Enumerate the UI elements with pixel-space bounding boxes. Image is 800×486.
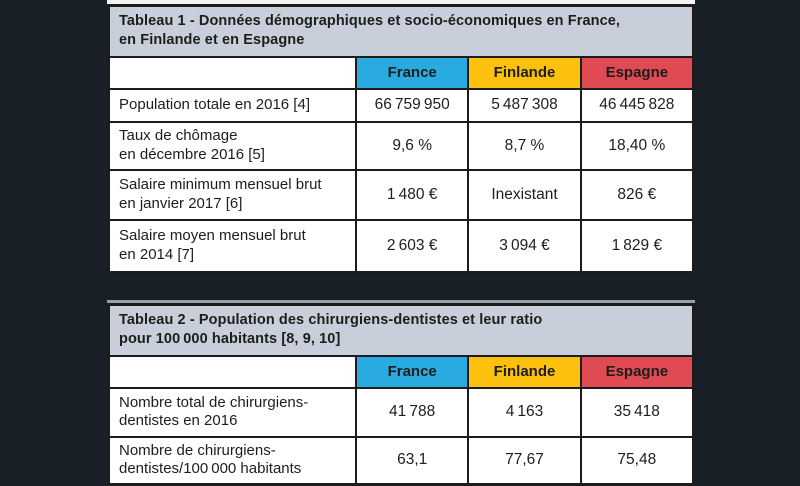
value-salaire-moyen-espagne: 1 829 € xyxy=(579,220,692,271)
table-1-header-empty-cell xyxy=(110,58,355,88)
table-row-salaire-minimum: Salaire minimum mensuel brut en janvier … xyxy=(110,168,692,219)
row-label-ratio-dentistes: Nombre de chirurgiens- dentistes/100 000… xyxy=(119,441,302,478)
table-2-header-espagne: Espagne xyxy=(579,356,692,387)
row-label-chomage: Taux de chômage en décembre 2016 [5] xyxy=(119,127,265,163)
value-nombre-dentistes-finlande: 4 163 xyxy=(467,388,579,436)
table-row-chomage: Taux de chômage en décembre 2016 [5] 9,6… xyxy=(110,120,692,169)
table-row-population: Population totale en 2016 [4] 66 759 950… xyxy=(110,87,692,121)
value-ratio-dentistes-espagne: 75,48 xyxy=(579,437,692,483)
row-label-population: Population totale en 2016 [4] xyxy=(119,96,310,114)
value-population-france: 66 759 950 xyxy=(355,89,467,121)
table-1-title-line2: en Finlande et en Espagne xyxy=(119,31,305,48)
table-2-header-finlande: Finlande xyxy=(467,356,580,387)
value-salaire-minimum-france: 1 480 € xyxy=(355,170,467,219)
row-label-nombre-dentistes: Nombre total de chirurgiens- dentistes e… xyxy=(119,393,309,430)
table-1-header-espagne: Espagne xyxy=(579,57,692,88)
value-chomage-espagne: 18,40 % xyxy=(579,122,692,169)
table-2-header-row: France Finlande Espagne xyxy=(110,356,692,387)
value-ratio-dentistes-finlande: 77,67 xyxy=(467,437,579,483)
row-label-salaire-minimum: Salaire minimum mensuel brut en janvier … xyxy=(119,176,322,212)
value-chomage-france: 9,6 % xyxy=(355,122,467,169)
page-edge-strip-middle xyxy=(107,300,695,303)
table-1-title: Tableau 1 - Données démographiques et so… xyxy=(110,7,692,58)
value-chomage-finlande: 8,7 % xyxy=(467,122,579,169)
value-population-espagne: 46 445 828 xyxy=(579,89,692,121)
table-1-header-france: France xyxy=(355,57,468,88)
value-salaire-minimum-finlande: Inexistant xyxy=(467,170,579,219)
table-2-header-france: France xyxy=(355,356,468,387)
table-2-title-line1: Tableau 2 - Population des chirurgiens-d… xyxy=(119,312,543,328)
table-row-salaire-moyen: Salaire moyen mensuel brut en 2014 [7] 2… xyxy=(110,218,692,271)
table-row-ratio-dentistes: Nombre de chirurgiens- dentistes/100 000… xyxy=(110,435,692,483)
table-2-header-empty-cell xyxy=(110,357,355,387)
page-edge-strip-top xyxy=(107,0,695,4)
table-1-header-row: France Finlande Espagne xyxy=(110,57,692,88)
value-nombre-dentistes-espagne: 35 418 xyxy=(579,388,692,436)
value-ratio-dentistes-france: 63,1 xyxy=(355,437,467,483)
table-1-title-line1: Tableau 1 - Données démographiques et so… xyxy=(119,13,621,29)
value-population-finlande: 5 487 308 xyxy=(467,89,579,121)
value-salaire-moyen-france: 2 603 € xyxy=(355,220,467,271)
row-label-salaire-moyen: Salaire moyen mensuel brut en 2014 [7] xyxy=(119,227,306,263)
table-1-header-finlande: Finlande xyxy=(467,57,580,88)
table-2-title-line2: pour 100 000 habitants [8, 9, 10] xyxy=(119,330,341,347)
table-2: Tableau 2 - Population des chirurgiens-d… xyxy=(107,303,695,486)
table-1: Tableau 1 - Données démographiques et so… xyxy=(107,4,695,274)
value-nombre-dentistes-france: 41 788 xyxy=(355,388,467,436)
table-row-nombre-dentistes: Nombre total de chirurgiens- dentistes e… xyxy=(110,386,692,436)
table-2-title: Tableau 2 - Population des chirurgiens-d… xyxy=(110,306,692,357)
value-salaire-minimum-espagne: 826 € xyxy=(579,170,692,219)
value-salaire-moyen-finlande: 3 094 € xyxy=(467,220,579,271)
